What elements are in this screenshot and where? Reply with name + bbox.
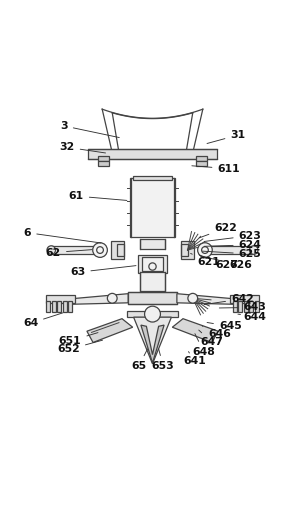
Text: 625: 625 [203,249,261,259]
Text: 64: 64 [23,313,63,328]
Bar [111,241,124,259]
Text: 643: 643 [219,302,266,313]
Bar [134,176,171,180]
Circle shape [47,246,56,255]
Bar [204,246,254,255]
Bar [88,149,217,159]
Circle shape [145,306,160,322]
Text: 65: 65 [131,349,148,371]
Text: 3: 3 [60,121,119,137]
Bar [142,257,163,271]
Bar [98,156,109,161]
Text: 626: 626 [201,256,253,270]
Text: 646: 646 [202,326,231,339]
Text: 62: 62 [46,247,92,258]
Text: 644: 644 [238,312,266,322]
Text: 6: 6 [24,228,101,243]
Bar [46,294,75,303]
Circle shape [93,243,107,258]
Text: 652: 652 [57,340,102,355]
Bar [57,301,61,312]
Text: 31: 31 [207,130,246,143]
Bar [140,272,165,291]
Text: 623: 623 [204,231,262,241]
Bar [51,246,101,255]
Text: 622: 622 [199,223,237,238]
Bar [181,241,194,259]
Circle shape [188,293,198,303]
Circle shape [249,246,258,255]
Bar [181,243,188,257]
Bar [140,239,165,248]
Text: 641: 641 [183,351,206,366]
Text: 61: 61 [69,191,127,201]
Text: 611: 611 [192,164,240,174]
Bar [196,156,207,161]
Polygon shape [172,319,218,342]
Bar [46,301,50,312]
Text: 648: 648 [192,334,215,357]
Bar [68,301,72,312]
Bar [117,243,124,257]
Bar [98,161,109,166]
Bar [130,178,174,237]
Bar [255,301,259,312]
Text: 621: 621 [191,254,220,267]
Text: 63: 63 [70,266,136,277]
Text: 653: 653 [152,349,174,371]
Bar [239,301,242,312]
Bar [233,301,237,312]
Bar [63,301,66,312]
Bar [128,292,177,304]
Bar [230,294,259,303]
Bar [52,301,56,312]
Text: 645: 645 [207,321,242,331]
Text: 642: 642 [204,294,254,305]
Circle shape [107,293,117,303]
Bar [127,311,178,317]
Text: 651: 651 [59,333,98,346]
Polygon shape [87,319,133,342]
Bar [196,161,207,166]
Circle shape [198,243,212,258]
Polygon shape [134,317,171,364]
Polygon shape [177,294,236,305]
Polygon shape [141,325,164,363]
Bar [138,255,167,273]
Text: 627: 627 [199,255,239,270]
Text: 647: 647 [199,330,223,347]
Bar [244,301,248,312]
Text: 32: 32 [59,142,106,153]
Bar [249,301,253,312]
Text: 624: 624 [204,240,262,250]
Polygon shape [69,294,128,305]
